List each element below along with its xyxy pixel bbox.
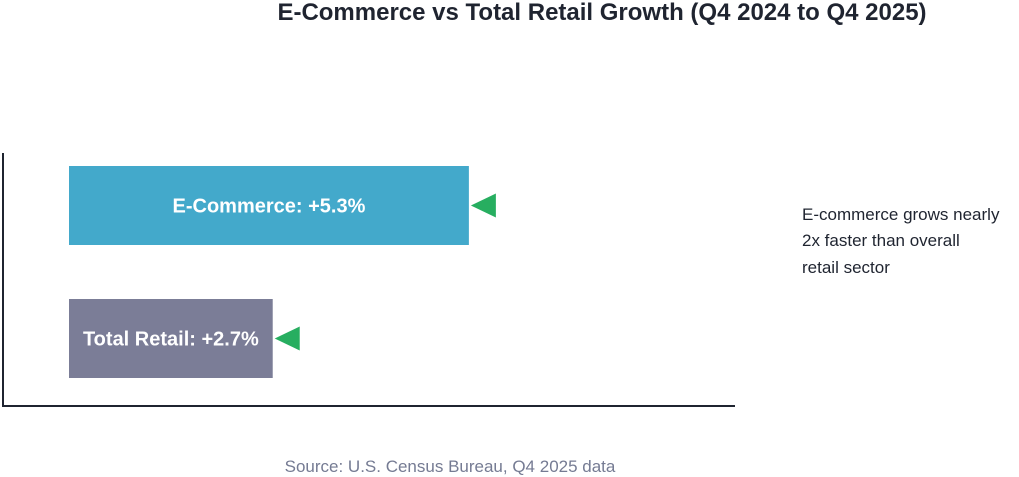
bar-value-label: Total Retail: +2.7% — [83, 329, 259, 351]
green-triangle-pointer-icon — [470, 193, 496, 218]
annotation-note: E-commerce grows nearly 2x faster than o… — [802, 205, 1000, 277]
chart-title: E-Commerce vs Total Retail Growth (Q4 20… — [277, 0, 926, 26]
bar-total-retail — [69, 299, 273, 378]
bar-e-commerce — [69, 166, 469, 245]
green-triangle-pointer-icon — [274, 326, 300, 351]
source-note: Source: U.S. Census Bureau, Q4 2025 data — [285, 457, 616, 476]
bars-group: E-Commerce: +5.3% Total Retail: +2.7% — [69, 166, 496, 378]
annotation-line: E-commerce grows nearly — [802, 205, 1000, 224]
bar-value-label: E-Commerce: +5.3% — [173, 196, 366, 218]
annotation-line: retail sector — [802, 258, 890, 277]
annotation-line: 2x faster than overall — [802, 231, 960, 250]
